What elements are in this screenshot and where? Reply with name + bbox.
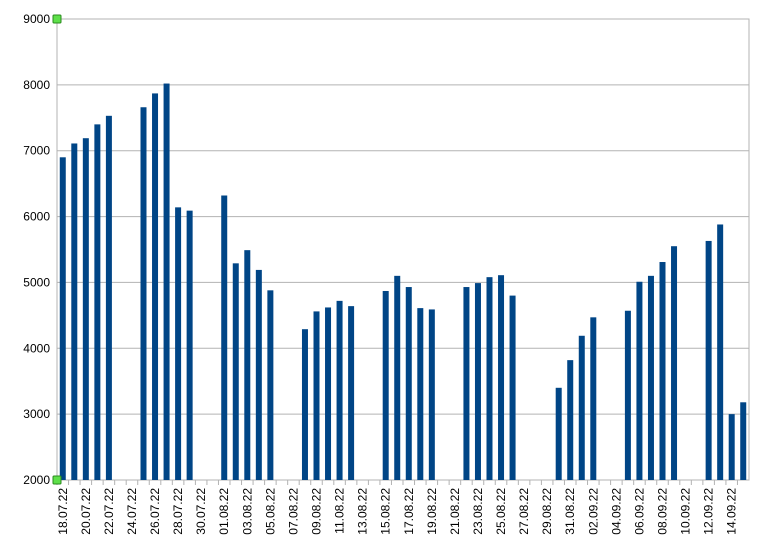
- bar: [647, 275, 654, 480]
- bar: [463, 287, 470, 480]
- bar: [140, 107, 147, 481]
- bar: [590, 317, 597, 480]
- axis-handle: [52, 475, 62, 485]
- x-tick-label: 31.08.22: [563, 488, 577, 535]
- bar: [555, 387, 562, 480]
- bar: [728, 414, 735, 480]
- x-tick-label: 18.07.22: [56, 488, 70, 535]
- bar: [267, 290, 274, 480]
- x-tick-label: 08.09.22: [656, 488, 670, 535]
- bar: [82, 138, 89, 481]
- bar: [578, 335, 585, 480]
- bar: [417, 308, 424, 480]
- x-tick-label: 10.09.22: [679, 488, 693, 535]
- x-tick-label: 09.08.22: [310, 488, 324, 535]
- bar: [348, 306, 355, 480]
- bar: [405, 287, 412, 480]
- bar: [105, 115, 112, 480]
- bar: [636, 281, 643, 480]
- x-tick-label: 04.09.22: [609, 488, 623, 535]
- bar: [740, 402, 747, 480]
- bar: [221, 195, 228, 481]
- y-tick-label: 4000: [23, 341, 50, 355]
- y-tick-label: 9000: [23, 12, 50, 26]
- bar: [659, 262, 666, 480]
- bar: [163, 83, 170, 480]
- bar: [486, 277, 493, 480]
- x-tick-label: 12.09.22: [702, 488, 716, 535]
- y-tick-label: 6000: [23, 210, 50, 224]
- x-tick-label: 27.08.22: [517, 488, 531, 535]
- bar: [244, 250, 251, 480]
- bar: [567, 360, 574, 480]
- x-tick-label: 14.09.22: [725, 488, 739, 535]
- bar: [325, 307, 332, 480]
- bar: [152, 93, 159, 480]
- y-tick-label: 3000: [23, 407, 50, 421]
- bar: [394, 275, 401, 480]
- bar: [382, 290, 389, 480]
- x-tick-label: 05.08.22: [263, 488, 277, 535]
- bar: [498, 275, 505, 480]
- bar: [175, 207, 182, 480]
- bar: [474, 283, 481, 480]
- bar: [336, 300, 343, 480]
- y-tick-label: 8000: [23, 78, 50, 92]
- y-tick-label: 5000: [23, 275, 50, 289]
- bar: [255, 269, 262, 480]
- y-tick-label: 2000: [23, 473, 50, 487]
- x-tick-label: 22.07.22: [102, 488, 116, 535]
- x-tick-label: 23.08.22: [471, 488, 485, 535]
- x-tick-label: 24.07.22: [125, 488, 139, 535]
- x-tick-label: 25.08.22: [494, 488, 508, 535]
- x-tick-label: 02.09.22: [586, 488, 600, 535]
- plot-border: [56, 18, 750, 481]
- bar: [71, 143, 78, 480]
- x-tick-label: 28.07.22: [171, 488, 185, 535]
- bar: [313, 311, 320, 480]
- x-tick-label: 19.08.22: [425, 488, 439, 535]
- x-tick-label: 29.08.22: [540, 488, 554, 535]
- axis-handle: [52, 14, 62, 24]
- bar: [301, 329, 308, 480]
- bar: [671, 246, 678, 480]
- bar: [705, 240, 712, 480]
- bar: [94, 124, 101, 480]
- x-tick-label: 03.08.22: [240, 488, 254, 535]
- bar: [624, 310, 631, 480]
- x-tick-label: 06.09.22: [632, 488, 646, 535]
- x-tick-label: 11.08.22: [333, 488, 347, 534]
- x-tick-label: 07.08.22: [286, 488, 300, 535]
- y-tick-label: 7000: [23, 144, 50, 158]
- bar: [59, 157, 66, 481]
- bar: [232, 263, 239, 480]
- x-tick-label: 26.07.22: [148, 488, 162, 535]
- x-tick-label: 01.08.22: [217, 488, 231, 535]
- x-tick-label: 30.07.22: [194, 488, 208, 535]
- x-tick-label: 21.08.22: [448, 488, 462, 535]
- bar: [717, 224, 724, 480]
- x-tick-label: 15.08.22: [379, 488, 393, 535]
- x-tick-label: 17.08.22: [402, 488, 416, 535]
- bar: [509, 295, 516, 480]
- x-tick-label: 20.07.22: [79, 488, 93, 535]
- x-tick-label: 13.08.22: [356, 488, 370, 535]
- bar: [428, 309, 435, 480]
- bar: [186, 210, 193, 480]
